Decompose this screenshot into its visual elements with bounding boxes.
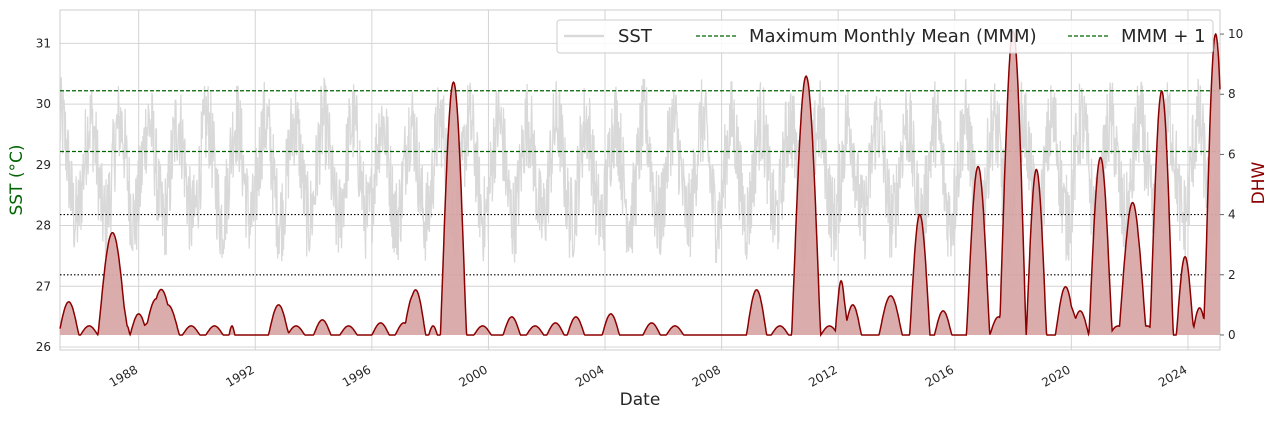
y-left-tick-label: 26 [36,340,51,354]
legend-mmm1-label: MMM + 1 [1121,26,1206,47]
dhw-line [59,30,1221,338]
y-left-tick-label: 27 [36,279,51,293]
sst-line [59,77,1221,265]
legend-sst-label: SST [618,26,653,47]
y-right-tick-label: 2 [1228,268,1236,282]
x-tick-label: 1988 [107,362,140,389]
y-right-tick-label: 4 [1228,208,1236,222]
x-tick-label: 2000 [456,362,489,389]
y-axis-right-title: DHW [1249,161,1269,204]
x-tick-label: 1992 [223,362,256,389]
x-tick-label: 2016 [923,362,956,389]
x-tick-label: 2024 [1156,362,1189,389]
sst-series [59,77,1221,265]
legend: SST Maximum Monthly Mean (MMM) MMM + 1 [556,19,1214,54]
y-left-tick-label: 30 [36,97,51,111]
y-axis-left-title: SST (°C) [7,144,27,215]
legend-mmm-label: Maximum Monthly Mean (MMM) [749,26,1037,47]
x-tick-label: 2020 [1039,362,1072,389]
y-left-tick-label: 31 [36,36,51,50]
x-axis-title: Date [620,390,661,410]
reference-lines [60,90,1220,276]
plot-area [59,9,1221,351]
x-tick-label: 2004 [573,362,606,389]
y-right-tick-label: 0 [1228,328,1236,342]
y-left-tick-label: 29 [36,158,51,172]
y-left-tick-label: 28 [36,219,51,233]
legend-box [556,19,1214,54]
y-right-tick-label: 10 [1228,27,1243,41]
y-right-tick-label: 6 [1228,147,1236,161]
x-tick-label: 1996 [340,362,373,389]
y-right-tick-label: 8 [1228,87,1236,101]
x-tick-label: 2008 [690,362,723,389]
x-tick-label: 2012 [806,362,839,389]
dhw-series [59,30,1221,338]
dhw-area [60,31,1220,335]
